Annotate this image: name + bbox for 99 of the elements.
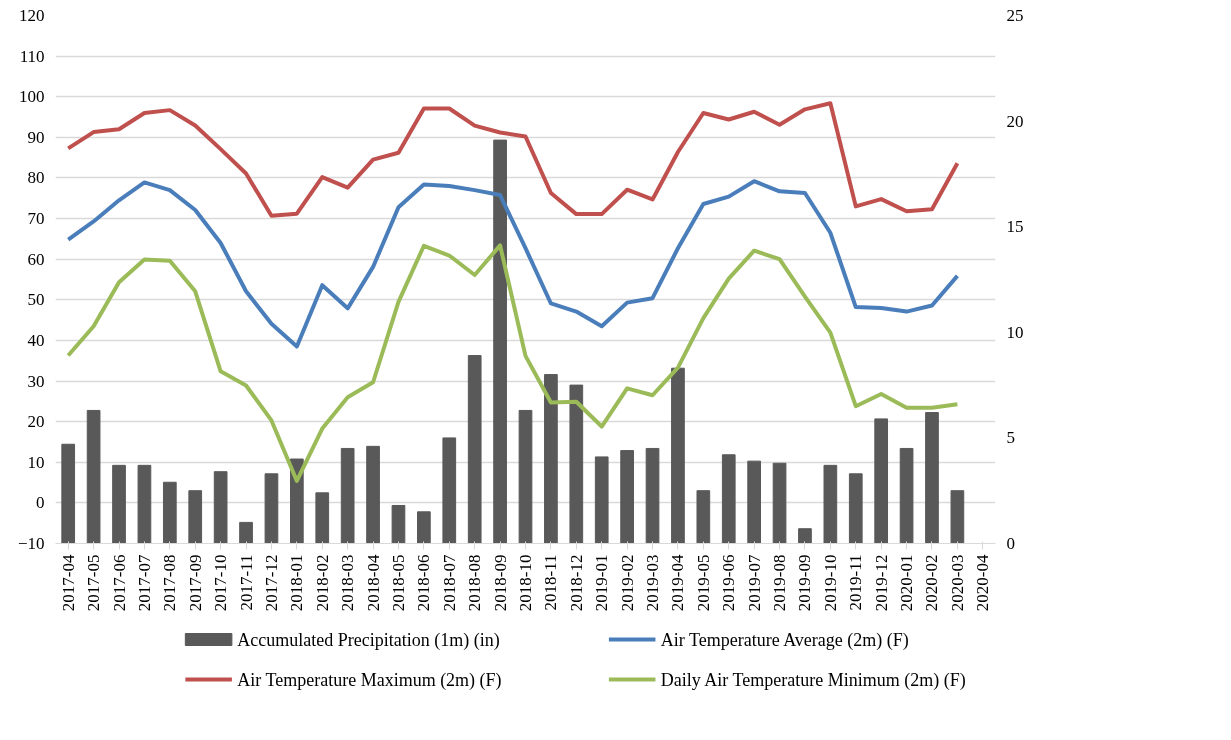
bar	[86, 409, 101, 544]
x-tick-label: 2017-07	[134, 554, 154, 612]
bar	[645, 447, 660, 544]
y-tick-label: 20	[27, 412, 45, 432]
bar	[137, 464, 152, 544]
bar	[874, 418, 889, 544]
bar	[188, 490, 203, 544]
bar	[417, 511, 431, 544]
bar	[493, 139, 507, 544]
legend-label: Daily Air Temperature Minimum (2m) (F)	[660, 669, 966, 691]
x-tick-label: 2017-10	[211, 554, 231, 612]
bar	[442, 437, 457, 544]
y-tick-label: 90	[27, 127, 45, 147]
bar	[366, 445, 380, 544]
x-tick-label: 2019-12	[871, 554, 891, 612]
bar	[594, 456, 609, 544]
x-tick-label: 2017-05	[84, 554, 104, 612]
x-tick-label: 2017-04	[58, 554, 78, 612]
bar	[772, 462, 787, 544]
y-tick-label: 80	[27, 168, 45, 188]
bar	[823, 464, 838, 544]
y2-tick-label: 20	[1006, 111, 1024, 131]
x-tick-label: 2018-07	[439, 554, 459, 612]
bar	[391, 504, 406, 544]
bar	[239, 521, 253, 544]
y-tick-label: 120	[19, 6, 45, 25]
y-tick-label: 10	[27, 452, 45, 472]
bar	[213, 471, 228, 544]
x-tick-label: 2020-02	[922, 554, 942, 612]
y-tick-label: 60	[27, 249, 45, 269]
x-tick-label: 2019-05	[693, 554, 713, 612]
x-tick-label: 2017-11	[236, 554, 256, 611]
y-tick-label: 50	[27, 290, 45, 310]
y-tick-label: 110	[19, 46, 45, 66]
bar	[544, 374, 558, 544]
y2-tick-label: 0	[1006, 534, 1015, 553]
line-series	[66, 101, 960, 218]
x-tick-label: 2018-10	[516, 554, 535, 612]
x-tick-label: 2020-03	[947, 554, 967, 612]
bar	[798, 528, 812, 544]
bar	[950, 490, 965, 544]
legend-label: Air Temperature Maximum (2m) (F)	[237, 669, 502, 691]
x-tick-label: 2017-08	[160, 554, 180, 612]
bar	[925, 412, 939, 544]
bar	[696, 490, 711, 544]
x-tick-label: 2017-06	[109, 554, 129, 612]
x-tick-label: 2018-01	[287, 554, 307, 612]
line-series	[66, 179, 960, 349]
bar	[264, 473, 279, 544]
legend-label: Accumulated Precipitation (1m) (in)	[237, 629, 500, 651]
y2-tick-label: 5	[1006, 428, 1015, 448]
bar	[747, 460, 761, 544]
x-tick-label: 2019-03	[643, 554, 663, 612]
x-tick-label: 2017-12	[261, 554, 281, 612]
bar	[112, 464, 126, 544]
x-tick-label: 2018-12	[566, 554, 586, 612]
y2-tick-label: 25	[1006, 6, 1024, 25]
x-tick-label: 2019-01	[592, 554, 612, 612]
bar	[61, 443, 76, 544]
legend-label: Air Temperature Average (2m) (F)	[660, 629, 909, 651]
x-tick-label: 2019-07	[744, 554, 764, 612]
x-tick-label: 2019-02	[617, 554, 637, 612]
line-series	[66, 243, 960, 483]
y-tick-label: 70	[27, 209, 45, 229]
y-tick-label: 100	[19, 87, 45, 107]
x-tick-label: 2018-05	[388, 554, 408, 612]
x-tick-label: 2018-04	[363, 554, 383, 612]
x-tick-label: 2020-04	[973, 554, 993, 612]
x-tick-label: 2018-11	[541, 554, 561, 611]
x-tick-label: 2018-02	[312, 554, 332, 612]
bar	[340, 447, 355, 544]
bar	[848, 473, 863, 544]
x-tick-label: 2018-09	[490, 554, 510, 612]
bar	[315, 492, 330, 544]
y-tick-label: 40	[27, 330, 45, 350]
y-tick-label: 30	[27, 371, 45, 391]
bar	[620, 450, 634, 544]
y2-tick-label: 15	[1006, 217, 1024, 237]
x-tick-label: 2018-06	[414, 554, 434, 612]
x-tick-label: 2017-09	[185, 554, 205, 612]
y2-tick-label: 10	[1006, 322, 1024, 342]
x-tick-label: 2019-08	[770, 554, 790, 612]
bar	[518, 409, 533, 544]
x-tick-label: 2019-04	[668, 554, 688, 612]
bar	[162, 481, 177, 544]
x-tick-label: 2018-08	[465, 554, 485, 612]
x-tick-label: 2018-03	[338, 554, 358, 612]
bar	[467, 355, 482, 544]
x-tick-label: 2019-09	[795, 554, 815, 612]
bar	[569, 384, 584, 544]
bar	[671, 367, 685, 544]
x-tick-label: 2019-06	[719, 554, 739, 612]
x-tick-label: 2019-10	[820, 554, 840, 612]
bar	[899, 447, 914, 544]
bar	[721, 454, 736, 544]
y-tick-label: 0	[36, 493, 45, 513]
x-tick-label: 2019-11	[846, 554, 866, 611]
y-tick-label: −10	[17, 534, 45, 553]
x-tick-label: 2020-01	[897, 554, 917, 612]
